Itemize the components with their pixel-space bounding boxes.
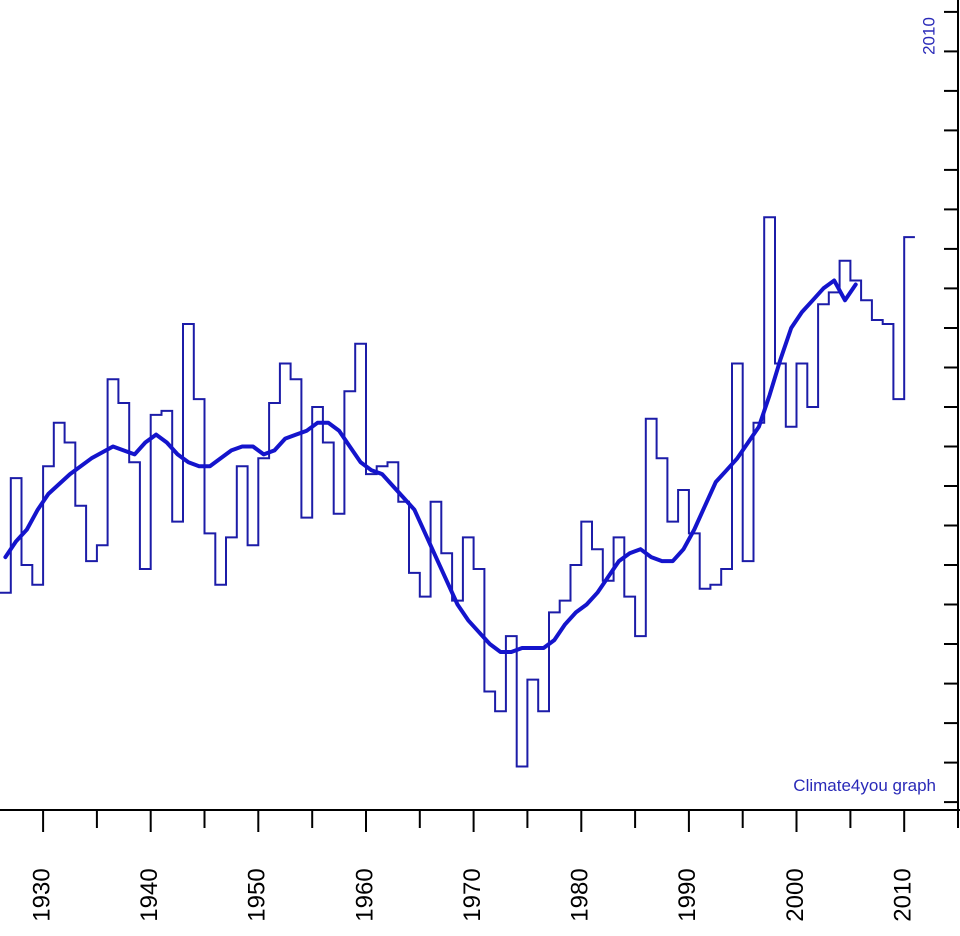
running-mean-point (177, 454, 178, 455)
running-mean-point (306, 430, 307, 431)
running-mean-point (339, 430, 340, 431)
x-tick-label: 1940 (136, 868, 163, 921)
running-mean-point (199, 466, 200, 467)
running-mean-point (726, 470, 727, 471)
running-mean-point (845, 300, 846, 301)
running-mean-point (328, 422, 329, 423)
running-mean-point (651, 557, 652, 558)
year-marker-label: 2010 (919, 17, 938, 55)
running-mean-point (5, 557, 6, 558)
series-layer (0, 216, 915, 768)
running-mean-point (37, 509, 38, 510)
running-mean-point (532, 648, 533, 649)
running-mean-point (70, 474, 71, 475)
running-mean-point (769, 395, 770, 396)
x-tick-label: 1980 (567, 868, 594, 921)
running-mean-point (791, 328, 792, 329)
x-tick-label: 1990 (674, 868, 701, 921)
running-mean-point (683, 549, 684, 550)
x-tick-label: 2000 (782, 868, 809, 921)
running-mean-point (489, 644, 490, 645)
x-tick-label: 1960 (351, 868, 378, 921)
x-tick-label: 1950 (244, 868, 271, 921)
running-mean-point (780, 359, 781, 360)
running-mean-point (812, 300, 813, 301)
running-mean-line (3, 278, 858, 654)
running-mean-point (672, 561, 673, 562)
running-mean-point (522, 648, 523, 649)
running-mean-point (662, 561, 663, 562)
running-mean-point (575, 612, 576, 613)
x-tick-layer: 1930 1940 1950 1960 1970 1980 1990 2000 2010 (28, 810, 959, 922)
running-mean-point (414, 509, 415, 510)
running-mean-point (640, 549, 641, 550)
running-mean-point (597, 592, 598, 593)
running-mean-point (296, 434, 297, 435)
running-mean-point (823, 288, 824, 289)
running-mean-point (446, 580, 447, 581)
running-mean-point (145, 442, 146, 443)
running-mean-point (608, 576, 609, 577)
running-mean-point (468, 620, 469, 621)
running-mean-point (748, 442, 749, 443)
running-mean-point (220, 458, 221, 459)
running-mean-point (26, 529, 27, 530)
running-mean-point (801, 312, 802, 313)
running-mean-point (274, 450, 275, 451)
running-mean-point (500, 652, 501, 653)
x-tick-label: 2010 (890, 868, 917, 921)
x-tick-label: 1930 (28, 868, 55, 921)
running-mean-point (435, 557, 436, 558)
axes-layer (0, 0, 960, 811)
running-mean-point (371, 470, 372, 471)
running-mean-point (618, 561, 619, 562)
y-tick-layer (944, 10, 958, 804)
running-mean-point (16, 541, 17, 542)
running-mean-point (511, 652, 512, 653)
running-mean-point (349, 446, 350, 447)
running-mean-point (317, 422, 318, 423)
x-tick-label: 1970 (459, 868, 486, 921)
running-mean-point (425, 533, 426, 534)
running-mean-point (834, 280, 835, 281)
running-mean-point (134, 454, 135, 455)
credit-label: Climate4you graph (793, 776, 936, 795)
running-mean-point (479, 632, 480, 633)
running-mean-point (113, 446, 114, 447)
running-mean-point (403, 497, 404, 498)
running-mean-point (231, 450, 232, 451)
running-mean-point (554, 640, 555, 641)
running-mean-point (166, 442, 167, 443)
running-mean-point (242, 446, 243, 447)
running-mean-point (253, 446, 254, 447)
running-mean-point (543, 648, 544, 649)
running-mean-point (48, 493, 49, 494)
running-mean-point (715, 482, 716, 483)
running-mean-point (758, 426, 759, 427)
running-mean-point (629, 553, 630, 554)
running-mean-point (382, 474, 383, 475)
running-mean-point (263, 454, 264, 455)
running-mean-point (565, 624, 566, 625)
running-mean-point (209, 466, 210, 467)
running-mean-point (586, 604, 587, 605)
running-mean-point (392, 486, 393, 487)
running-mean-point (457, 604, 458, 605)
running-mean-point (91, 458, 92, 459)
label-layer: Climate4you graph 2010 (793, 17, 938, 795)
running-mean-point (855, 284, 856, 285)
running-mean-point (694, 529, 695, 530)
running-mean-point (285, 438, 286, 439)
running-mean-point (360, 462, 361, 463)
running-mean-point (156, 434, 157, 435)
running-mean-point (188, 462, 189, 463)
running-mean-point (705, 505, 706, 506)
annual-series-line (0, 216, 915, 768)
running-mean-point (737, 458, 738, 459)
